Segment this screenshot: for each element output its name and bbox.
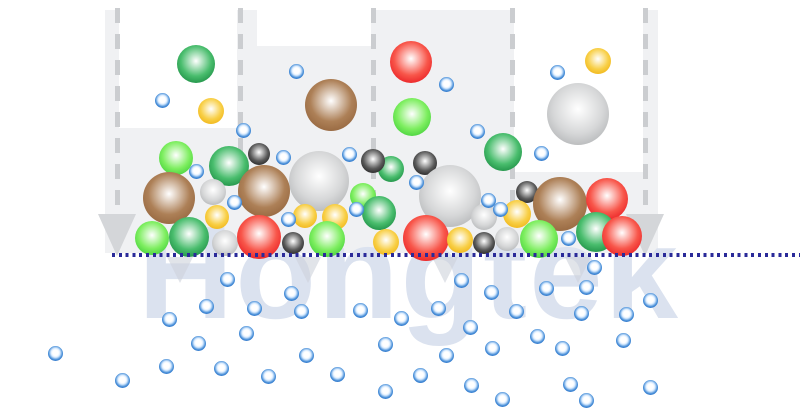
particle-small-blue-above xyxy=(289,64,304,79)
particle-small-blue-below xyxy=(191,336,206,351)
particle-small-blue-below xyxy=(239,326,254,341)
particle-small-blue-below xyxy=(463,320,478,335)
ball-black xyxy=(248,143,270,165)
particle-small-blue-above xyxy=(236,123,251,138)
particle-small-blue-below xyxy=(484,285,499,300)
ball-green xyxy=(177,45,215,83)
particle-small-blue-below xyxy=(464,378,479,393)
particle-small-blue-below xyxy=(495,392,510,407)
particle-small-blue-above xyxy=(189,164,204,179)
particle-small-blue-below xyxy=(48,346,63,361)
ball-green xyxy=(484,133,522,171)
particle-small-blue-above xyxy=(439,77,454,92)
ball-red xyxy=(390,41,432,83)
ball-red xyxy=(237,215,281,259)
ball-silver xyxy=(200,179,226,205)
flow-guide-dashed-line xyxy=(115,8,120,214)
ball-yellow xyxy=(198,98,224,124)
particle-small-blue-below xyxy=(115,373,130,388)
particle-small-blue-below xyxy=(579,393,594,408)
background-panel xyxy=(257,0,371,46)
particle-small-blue-above xyxy=(561,231,576,246)
particle-small-blue-below xyxy=(587,260,602,275)
particle-small-blue-below xyxy=(439,348,454,363)
particle-small-blue-below xyxy=(378,384,393,399)
flow-guide-dashed-line xyxy=(371,8,376,214)
particle-small-blue-below xyxy=(299,348,314,363)
ball-lightgreen xyxy=(309,221,345,257)
particle-small-blue-below xyxy=(579,280,594,295)
ball-brown xyxy=(143,172,195,224)
ball-silver xyxy=(547,83,609,145)
particle-small-blue-below xyxy=(199,299,214,314)
ball-black xyxy=(361,149,385,173)
ball-black xyxy=(282,232,304,254)
particle-small-blue-below xyxy=(330,367,345,382)
particle-small-blue-below xyxy=(284,286,299,301)
ball-lightgreen xyxy=(393,98,431,136)
particle-small-blue-above xyxy=(276,150,291,165)
particle-small-blue-above xyxy=(534,146,549,161)
particle-small-blue-above xyxy=(349,202,364,217)
particle-small-blue-below xyxy=(643,293,658,308)
particle-small-blue-below xyxy=(431,301,446,316)
particle-small-blue-below xyxy=(563,377,578,392)
ball-black xyxy=(473,232,495,254)
ball-black xyxy=(516,181,538,203)
particle-small-blue-above xyxy=(550,65,565,80)
ball-yellow xyxy=(205,205,229,229)
particle-small-blue-above xyxy=(227,195,242,210)
particle-small-blue-below xyxy=(294,304,309,319)
particle-small-blue-below xyxy=(539,281,554,296)
particle-small-blue-below xyxy=(353,303,368,318)
particle-small-blue-below xyxy=(485,341,500,356)
particle-small-blue-below xyxy=(159,359,174,374)
particle-small-blue-below xyxy=(530,329,545,344)
ball-silver xyxy=(471,204,497,230)
particle-small-blue-below xyxy=(509,304,524,319)
particle-small-blue-below xyxy=(162,312,177,327)
particle-small-blue-above xyxy=(155,93,170,108)
particle-small-blue-above xyxy=(281,212,296,227)
particle-small-blue-below xyxy=(214,361,229,376)
particle-small-blue-above xyxy=(481,193,496,208)
ball-brown xyxy=(238,165,290,217)
ball-yellow xyxy=(373,229,399,255)
ball-yellow xyxy=(447,227,473,253)
ball-lightgreen xyxy=(135,221,169,255)
particle-small-blue-below xyxy=(247,301,262,316)
particle-small-blue-above xyxy=(470,124,485,139)
particle-small-blue-below xyxy=(555,341,570,356)
ball-brown xyxy=(305,79,357,131)
ball-green xyxy=(169,217,209,257)
particle-small-blue-above xyxy=(342,147,357,162)
flow-guide-dashed-line xyxy=(510,8,515,214)
particle-small-blue-below xyxy=(261,369,276,384)
flow-guide-dashed-line xyxy=(238,8,243,214)
ball-green xyxy=(362,196,396,230)
ball-silver xyxy=(495,227,519,251)
particle-small-blue-below xyxy=(378,337,393,352)
membrane-dotted-line xyxy=(112,253,800,257)
particle-small-blue-below xyxy=(413,368,428,383)
ball-silver xyxy=(289,151,349,211)
particle-small-blue-below xyxy=(619,307,634,322)
ball-red xyxy=(602,216,642,256)
particle-small-blue-below xyxy=(220,272,235,287)
ball-yellow xyxy=(293,204,317,228)
ball-lightgreen xyxy=(159,141,193,175)
particle-small-blue-above xyxy=(493,202,508,217)
particle-small-blue-below xyxy=(574,306,589,321)
particle-small-blue-below xyxy=(643,380,658,395)
particle-small-blue-above xyxy=(409,175,424,190)
particle-small-blue-below xyxy=(394,311,409,326)
ball-lightgreen xyxy=(520,220,558,258)
particle-small-blue-below xyxy=(616,333,631,348)
flow-guide-dashed-line xyxy=(643,8,648,214)
ball-silver xyxy=(212,230,238,256)
ball-yellow xyxy=(585,48,611,74)
particle-small-blue-below xyxy=(454,273,469,288)
